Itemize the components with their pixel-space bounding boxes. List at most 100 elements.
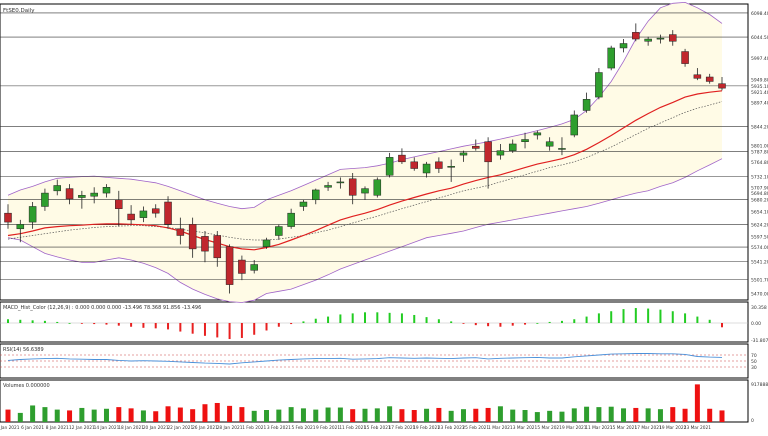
price-tick-label: 5654.10	[751, 209, 768, 215]
price-tick-label: 5470.00	[751, 292, 768, 298]
candle-bull	[102, 187, 111, 194]
candle-bull	[336, 181, 345, 184]
macd-bar	[585, 316, 588, 323]
candle-bull	[582, 99, 591, 111]
volume-bar	[559, 411, 565, 422]
candle-bull	[299, 201, 308, 207]
macd-bar	[388, 312, 391, 323]
candle-bear	[115, 199, 123, 209]
time-tick-label: 19 Mar 2021	[659, 425, 687, 431]
macd-bar	[659, 309, 662, 323]
volume-bar	[460, 409, 466, 422]
volume-bar	[645, 408, 651, 422]
candle-bull	[16, 224, 25, 230]
time-tick-label: 5 Mar 2021	[537, 425, 562, 431]
macd-bar	[130, 323, 133, 327]
candle-bear	[201, 236, 209, 252]
time-tick-label: 3 Feb 2021	[267, 425, 291, 431]
volume-bar	[264, 410, 270, 422]
band-fill	[8, 2, 722, 303]
macd-bar	[290, 323, 293, 325]
volume-bar	[288, 407, 294, 422]
time-tick-label: 1 Feb 2021	[242, 425, 266, 431]
candle-bull	[508, 143, 517, 151]
candle-bull	[139, 210, 148, 218]
macd-bar	[216, 323, 219, 338]
macd-bar	[228, 323, 231, 340]
macd-bar	[560, 320, 563, 323]
price-tick-label: 5787.80	[751, 150, 768, 156]
time-tick-label: 22 Jan 2021	[167, 425, 193, 431]
macd-bar	[339, 314, 342, 323]
volume-bar	[621, 408, 627, 422]
candle-bull	[312, 189, 320, 201]
macd-tick-label: -31.807	[751, 338, 768, 344]
price-tick-label: 5732.10	[751, 175, 768, 181]
candle-bull	[533, 132, 542, 136]
price-tick-label: 5935.10	[751, 84, 768, 90]
price-axis[interactable]: 6098.40 6044.50 5997.40 5949.805935.105921.…	[751, 11, 768, 298]
volume-bar	[694, 384, 700, 422]
time-tick-label: 12 Jan 2021	[69, 425, 95, 431]
price-tick-label: 5707.90	[751, 185, 768, 191]
candle-bull	[385, 157, 394, 176]
volume-bar	[473, 408, 479, 422]
price-tick-label: 5997.40	[751, 56, 768, 62]
candle-bear	[398, 154, 406, 163]
candle-bear	[632, 32, 640, 40]
time-tick-label: 25 Feb 2021	[462, 425, 489, 431]
band-upper-line	[7, 1, 723, 210]
price-tick-label: 5897.40	[751, 101, 768, 107]
volume-bar	[596, 407, 602, 422]
volume-bar	[657, 409, 663, 422]
volume-bar	[707, 408, 713, 422]
volume-bar	[190, 409, 196, 422]
rsi-tick-label: 50	[751, 359, 757, 365]
time-tick-label: 3 Mar 2021	[513, 425, 538, 431]
candle-bull	[361, 188, 369, 194]
candle-bear	[669, 34, 677, 42]
bollinger-band	[7, 1, 723, 303]
macd-bar	[721, 323, 723, 328]
price-tick-label: 5680.20	[751, 198, 768, 204]
candle-bear	[238, 259, 246, 274]
volume-bar	[448, 410, 454, 422]
macd-bar	[142, 323, 145, 328]
candle-bear	[718, 83, 726, 89]
volume-bar	[165, 406, 171, 422]
macd-bar	[19, 319, 22, 323]
volume-bar	[202, 404, 208, 422]
macd-bar	[364, 312, 366, 323]
time-tick-label: 17 Feb 2021	[389, 425, 416, 431]
volume-bar	[30, 405, 36, 422]
time-tick-label: 17 Mar 2021	[635, 425, 663, 431]
macd-bar	[179, 323, 182, 332]
volume-label: Volumes 0.000000	[3, 383, 50, 389]
horizontal-levels	[0, 12, 748, 280]
macd-bar	[351, 313, 354, 323]
candle-bull	[324, 185, 332, 188]
price-tick-label: 5624.20	[751, 223, 768, 229]
candle-bull	[545, 141, 554, 147]
candle-bear	[65, 188, 74, 200]
macd-bar	[597, 313, 600, 323]
volume-bar	[571, 408, 577, 422]
volume-bar	[547, 410, 553, 422]
macd-bar	[253, 323, 256, 335]
macd-bar	[80, 323, 83, 324]
macd-bar	[610, 311, 613, 323]
volume-bar	[54, 409, 60, 422]
symbol-label: FtSE0.Daily	[3, 8, 35, 14]
time-tick-label: 14 Jan 2021	[94, 425, 120, 431]
macd-bar	[277, 323, 280, 327]
candle-bull	[521, 139, 529, 142]
candle-bull	[496, 150, 505, 156]
ma-red-line	[7, 90, 723, 251]
candle-bear	[435, 161, 443, 169]
candle-bull	[595, 72, 603, 98]
macd-bar	[376, 312, 379, 323]
